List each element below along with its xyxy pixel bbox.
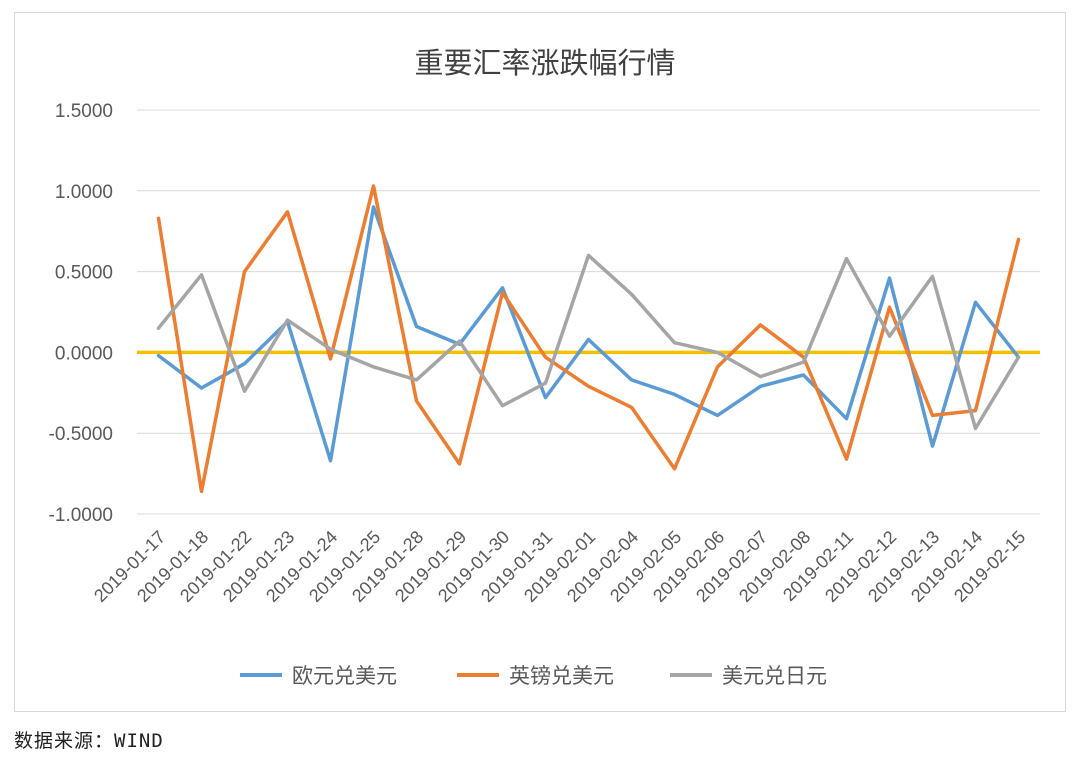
source-note: 数据来源：WIND [14, 730, 164, 752]
series-lines [156, 184, 1021, 494]
line-chart: 重要汇率涨跌幅行情 1.5000 1.0000 0.5000 0.0000 -0.500… [49, 46, 1040, 688]
x-axis-ticks: 2019-01-172019-01-182019-01-222019-01-23… [90, 527, 1029, 606]
y-tick-label: 0.0000 [55, 343, 113, 364]
legend-label-3: 美元兑日元 [722, 664, 827, 688]
series-line-1 [156, 205, 1021, 463]
chart-title: 重要汇率涨跌幅行情 [414, 46, 675, 80]
y-tick-label: -1.0000 [49, 505, 113, 526]
legend-label-2: 英镑兑美元 [509, 664, 614, 688]
series-line-2 [156, 184, 1021, 494]
series-line-3 [156, 253, 1021, 431]
legend: 欧元兑美元 英镑兑美元 美元兑日元 [240, 664, 827, 688]
y-tick-label: 1.5000 [55, 101, 113, 122]
y-axis-ticks: 1.5000 1.0000 0.5000 0.0000 -0.5000 -1.0000 [49, 101, 113, 526]
chart-frame: 重要汇率涨跌幅行情 1.5000 1.0000 0.5000 0.0000 -0.500… [14, 12, 1066, 712]
gridlines [137, 109, 1040, 515]
y-tick-label: -0.5000 [49, 424, 113, 445]
y-tick-label: 0.5000 [55, 263, 113, 284]
legend-label-1: 欧元兑美元 [292, 664, 397, 688]
y-tick-label: 1.0000 [55, 182, 113, 203]
